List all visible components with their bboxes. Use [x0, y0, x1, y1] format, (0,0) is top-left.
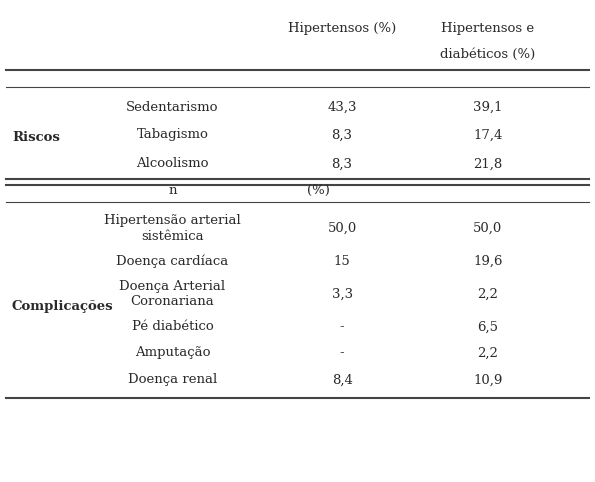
- Text: 50,0: 50,0: [327, 222, 357, 235]
- Text: 2,2: 2,2: [477, 288, 499, 300]
- Text: Tabagismo: Tabagismo: [137, 129, 208, 141]
- Text: Pé diabético: Pé diabético: [131, 321, 214, 333]
- Text: 3,3: 3,3: [331, 288, 353, 300]
- Text: Sedentarismo: Sedentarismo: [126, 101, 219, 113]
- Text: Hipertensos (%): Hipertensos (%): [288, 22, 396, 35]
- Text: Hipertensos e: Hipertensos e: [441, 22, 534, 35]
- Text: 17,4: 17,4: [473, 129, 503, 141]
- Text: Doença cardíaca: Doença cardíaca: [117, 255, 228, 268]
- Text: 15: 15: [334, 255, 350, 268]
- Text: Complicações: Complicações: [12, 300, 114, 312]
- Text: 8,3: 8,3: [331, 158, 353, 170]
- Text: 39,1: 39,1: [473, 101, 503, 113]
- Text: 8,3: 8,3: [331, 129, 353, 141]
- Text: Coronariana: Coronariana: [131, 295, 214, 308]
- Text: 50,0: 50,0: [473, 222, 503, 235]
- Text: (%): (%): [307, 184, 330, 197]
- Text: 10,9: 10,9: [473, 374, 503, 386]
- Text: Doença Arterial: Doença Arterial: [120, 280, 226, 293]
- Text: Doença renal: Doença renal: [128, 374, 217, 386]
- Text: 8,4: 8,4: [331, 374, 353, 386]
- Text: 6,5: 6,5: [477, 321, 499, 333]
- Text: Riscos: Riscos: [12, 131, 60, 144]
- Text: sistêmica: sistêmica: [141, 230, 204, 242]
- Text: diabéticos (%): diabéticos (%): [440, 48, 536, 61]
- Text: Amputação: Amputação: [135, 347, 210, 359]
- Text: 2,2: 2,2: [477, 347, 499, 359]
- Text: 19,6: 19,6: [473, 255, 503, 268]
- Text: n: n: [168, 184, 177, 197]
- Text: -: -: [340, 321, 345, 333]
- Text: Hipertensão arterial: Hipertensão arterial: [104, 214, 241, 227]
- Text: 43,3: 43,3: [327, 101, 357, 113]
- Text: 21,8: 21,8: [473, 158, 503, 170]
- Text: -: -: [340, 347, 345, 359]
- Text: Alcoolismo: Alcoolismo: [136, 158, 209, 170]
